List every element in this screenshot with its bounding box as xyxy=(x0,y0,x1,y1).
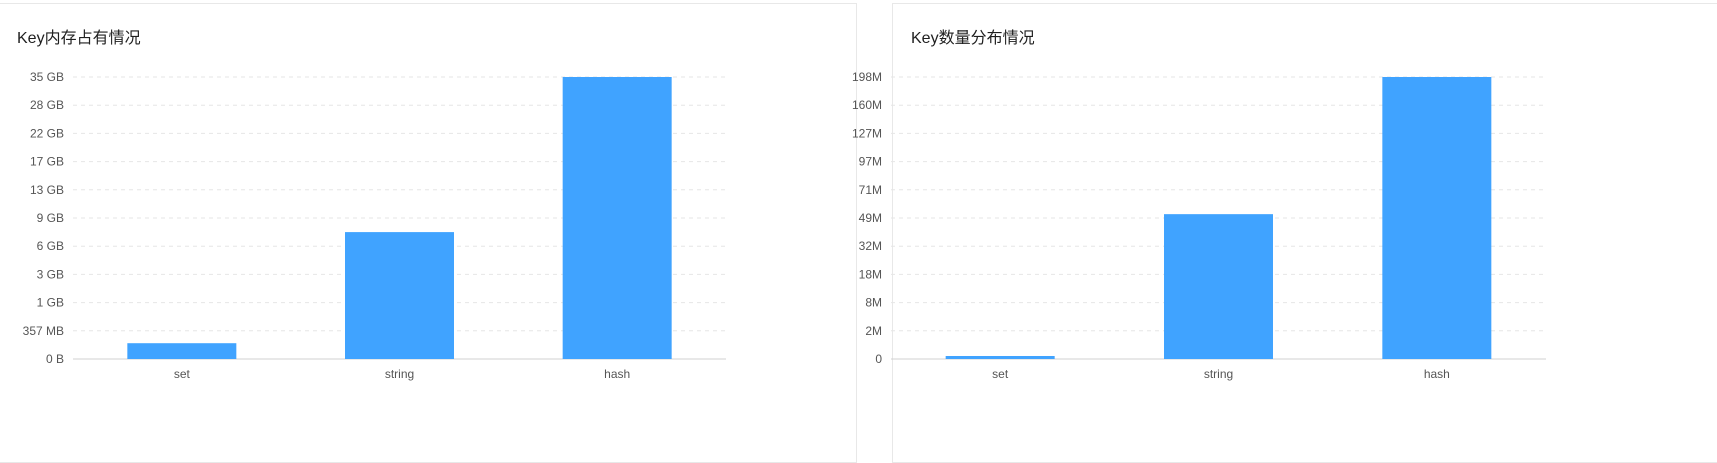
y-tick-label: 17 GB xyxy=(30,155,64,169)
key-count-bar-chart: 0 2M 8M 18M 32M 49M 71M 97M 127M 160M 198M set strin… xyxy=(852,70,1546,381)
bar-hash[interactable] xyxy=(1382,77,1492,359)
x-tick-label: set xyxy=(992,367,1009,381)
y-tick-label: 97M xyxy=(859,155,882,169)
y-tick-label: 49M xyxy=(859,211,882,225)
key-count-panel: Key数量分布情况 0 2M 8M 18M 32M 49M 71M 97M 127M 160M 19… xyxy=(852,3,1717,463)
y-tick-label: 160M xyxy=(852,98,882,112)
bar-set[interactable] xyxy=(945,356,1055,359)
plot-area: 0 2M 8M 18M 32M 49M 71M 97M 127M 160M 198M set strin… xyxy=(852,70,1546,381)
y-tick-label: 22 GB xyxy=(30,126,64,140)
y-tick-label: 2M xyxy=(865,324,882,338)
bar-string[interactable] xyxy=(1164,214,1273,359)
x-tick-label: string xyxy=(1204,367,1233,381)
x-tick-label: set xyxy=(174,367,191,381)
y-tick-label: 127M xyxy=(852,126,882,140)
y-tick-label: 6 GB xyxy=(37,239,64,253)
y-tick-label: 8M xyxy=(865,296,882,310)
x-tick-label: hash xyxy=(604,367,630,381)
y-tick-label: 0 xyxy=(875,352,882,366)
y-tick-label: 0 B xyxy=(46,352,64,366)
y-tick-label: 35 GB xyxy=(30,70,64,84)
y-tick-label: 28 GB xyxy=(30,98,64,112)
y-tick-label: 13 GB xyxy=(30,183,64,197)
y-tick-label: 357 MB xyxy=(23,324,64,338)
key-count-chart-title: Key数量分布情况 xyxy=(911,30,1035,47)
x-tick-label: string xyxy=(385,367,414,381)
y-tick-label: 1 GB xyxy=(37,296,64,310)
memory-usage-chart-title: Key内存占有情况 xyxy=(17,30,141,47)
y-tick-label: 3 GB xyxy=(37,267,64,281)
memory-usage-bar-chart: 0 B 357 MB 1 GB 3 GB 6 GB 9 GB 13 GB 17 GB 22 GB… xyxy=(23,70,726,381)
x-tick-label: hash xyxy=(1424,367,1450,381)
y-tick-label: 9 GB xyxy=(37,211,64,225)
bar-hash[interactable] xyxy=(562,77,672,359)
bar-string[interactable] xyxy=(345,232,454,359)
bar-set[interactable] xyxy=(127,343,237,359)
y-tick-label: 71M xyxy=(859,183,882,197)
plot-area: 0 B 357 MB 1 GB 3 GB 6 GB 9 GB 13 GB 17 GB 22 GB… xyxy=(23,70,726,381)
y-tick-label: 18M xyxy=(859,267,882,281)
y-tick-label: 32M xyxy=(859,239,882,253)
y-tick-label: 198M xyxy=(852,70,882,84)
memory-usage-panel: Key内存占有情况 0 B 357 MB 1 GB 3 GB 6 GB 9 GB 13 GB… xyxy=(0,3,857,463)
